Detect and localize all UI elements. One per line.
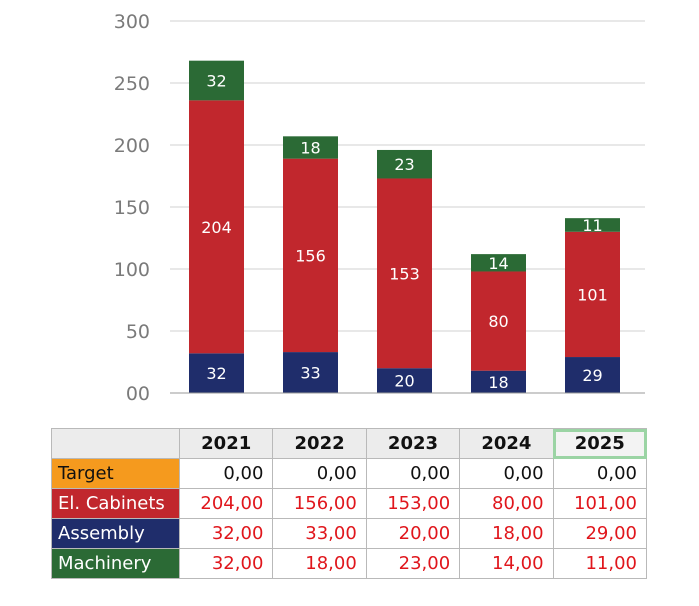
table-cell: 0,00: [365, 458, 461, 489]
y-tick-label: 00: [126, 383, 150, 405]
y-tick-label: 150: [114, 197, 150, 219]
bar-segment: [565, 231, 620, 358]
bar-segment: [189, 60, 244, 101]
table-cell: 32,00: [178, 518, 274, 549]
table-cell: 32,00: [178, 548, 274, 579]
bar-value-label: 18: [300, 138, 320, 157]
bar-value-label: 33: [300, 364, 320, 383]
bar-segment: [377, 149, 432, 179]
table-cell: 14,00: [459, 548, 554, 579]
table-cell: 0,00: [459, 458, 554, 489]
bar-segment: [565, 357, 620, 393]
y-tick-label: 300: [114, 11, 150, 33]
bar-value-label: 204: [201, 218, 232, 237]
bar-segment: [283, 136, 338, 159]
bar-segment: [377, 368, 432, 393]
bars: 32 204 32 33 156 18 20 153 23 18 80 14 29 101 11: [189, 60, 620, 393]
bar-segment: [189, 353, 244, 393]
bar-segment: [377, 178, 432, 369]
column-header-highlighted[interactable]: 2025: [552, 428, 648, 459]
bar-value-label: 32: [206, 364, 226, 383]
row-label: Target: [51, 458, 180, 489]
y-tick-label: 100: [114, 259, 150, 281]
table-cell: 11,00: [552, 548, 648, 579]
table-cell: 80,00: [459, 488, 554, 519]
table-row: Machinery 32,00 18,00 23,00 14,00 11,00: [51, 548, 648, 579]
bar-value-label: 32: [206, 72, 226, 91]
bar-segment: [565, 218, 620, 232]
data-table: 2021 2022 2023 2024 2025 Target 0,00 0,00 0…: [51, 428, 648, 579]
table-cell: 156,00: [272, 488, 367, 519]
table-cell: 20,00: [365, 518, 461, 549]
table-cell: 29,00: [552, 518, 648, 549]
table-header-row: 2021 2022 2023 2024 2025: [51, 428, 648, 459]
bar-segment: [283, 158, 338, 353]
table-cell: 153,00: [365, 488, 461, 519]
table-cell: 0,00: [178, 458, 274, 489]
table-row: Assembly 32,00 33,00 20,00 18,00 29,00: [51, 518, 648, 549]
y-tick-label: 200: [114, 135, 150, 157]
bar-value-label: 18: [488, 373, 508, 392]
table-cell: 0,00: [272, 458, 367, 489]
bar-value-label: 11: [582, 216, 602, 235]
bar-segment: [471, 271, 526, 371]
bar-segment: [471, 370, 526, 393]
bar-value-label: 153: [389, 264, 420, 283]
table-cell: 18,00: [459, 518, 554, 549]
bar-value-label: 14: [488, 254, 508, 273]
row-label: El. Cabinets: [51, 488, 180, 519]
column-header: 2021: [178, 428, 274, 459]
table-cell: 101,00: [552, 488, 648, 519]
bar-value-label: 80: [488, 312, 508, 331]
bar-value-label: 156: [295, 246, 326, 265]
stacked-bar-chart: 00 50 100 150 200 250 300 32 204 32 33 156 18 20 153 2…: [114, 11, 645, 405]
table-cell: 204,00: [178, 488, 274, 519]
column-header: 2022: [272, 428, 367, 459]
column-header: 2023: [365, 428, 461, 459]
table-cell: 18,00: [272, 548, 367, 579]
bar-segment: [471, 254, 526, 272]
bar-value-label: 29: [582, 366, 602, 385]
row-label: Assembly: [51, 518, 180, 549]
table-cell: 23,00: [365, 548, 461, 579]
bar-segment: [283, 352, 338, 393]
bar-segment: [189, 100, 244, 354]
table-row: Target 0,00 0,00 0,00 0,00 0,00: [51, 458, 648, 489]
row-label: Machinery: [51, 548, 180, 579]
bar-value-label: 20: [394, 372, 414, 391]
y-tick-label: 250: [114, 73, 150, 95]
table-cell: 33,00: [272, 518, 367, 549]
column-header: 2024: [459, 428, 554, 459]
bar-value-label: 101: [577, 285, 608, 304]
table-cell: 0,00: [552, 458, 648, 489]
table-row: El. Cabinets 204,00 156,00 153,00 80,00 101,0…: [51, 488, 648, 519]
table-corner-cell: [51, 428, 180, 459]
bar-value-label: 23: [394, 155, 414, 174]
y-tick-label: 50: [126, 321, 150, 343]
y-axis-ticks: 00 50 100 150 200 250 300: [114, 11, 150, 405]
